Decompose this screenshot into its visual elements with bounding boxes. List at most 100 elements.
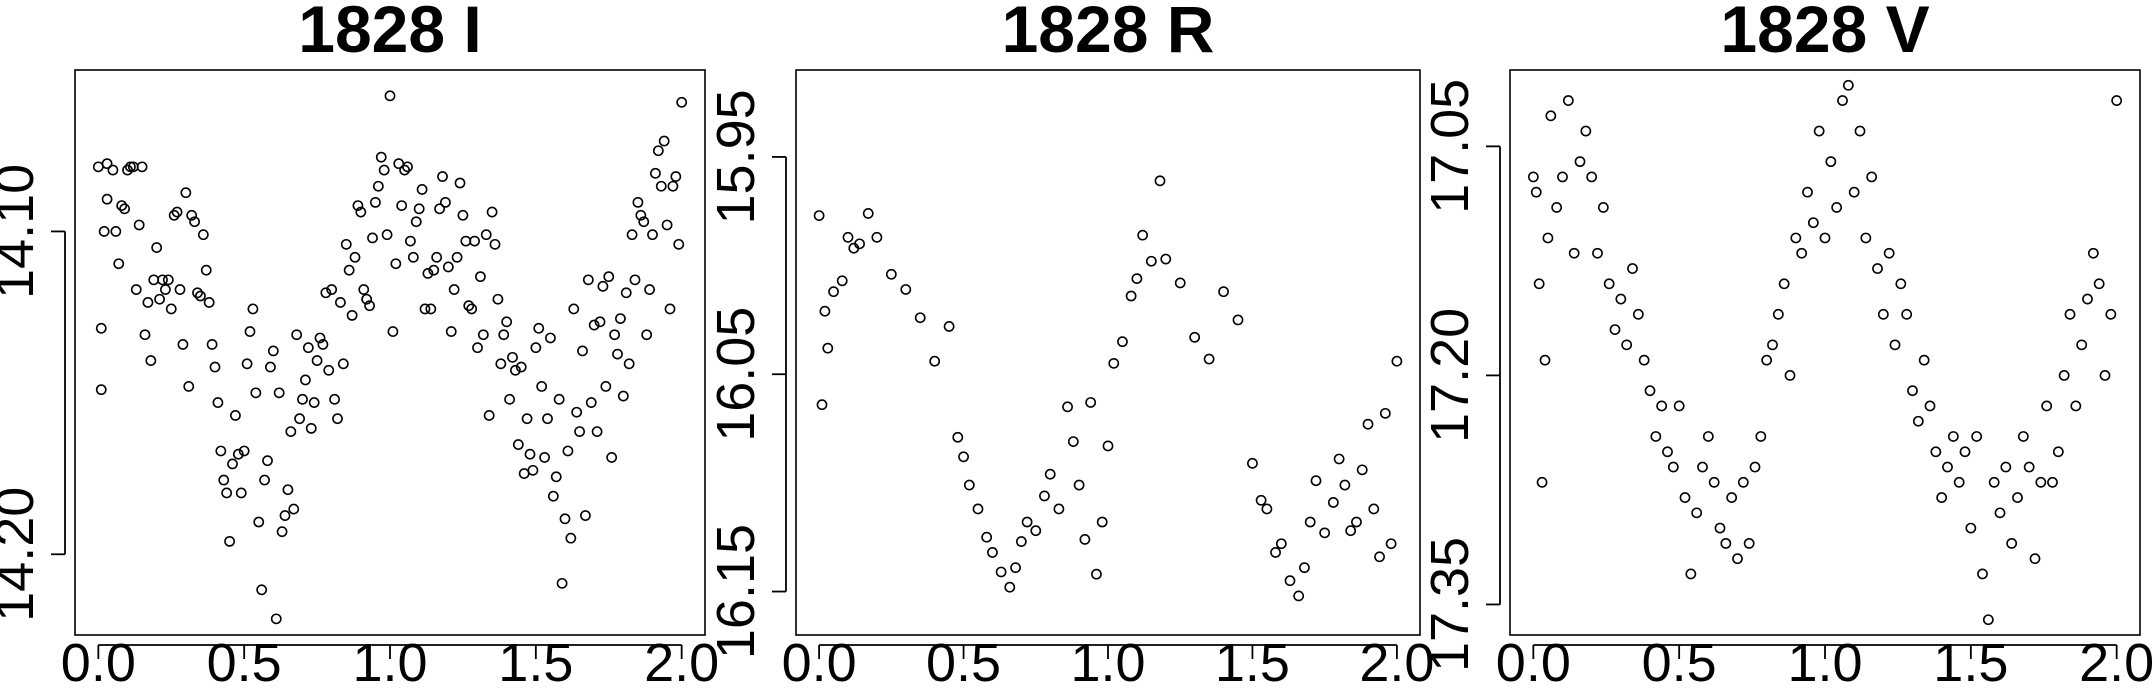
data-point [1627,263,1638,274]
data-point [1743,537,1755,549]
data-point [518,468,530,479]
data-point [340,238,352,250]
data-point [530,342,542,354]
data-point [1819,232,1831,244]
plot-frame [74,69,706,636]
data-point [1936,492,1948,503]
data-point [457,209,469,221]
data-point [469,235,480,247]
data-point [1807,217,1819,229]
data-point [451,251,463,263]
x-tick-label: 2.0 [2079,633,2154,688]
data-point [320,287,332,299]
data-point [615,313,626,324]
x-tick-label: 0.5 [1642,633,1717,688]
data-point [448,284,460,295]
data-point [2093,278,2105,290]
data-point [1638,354,1650,366]
data-point [1351,516,1362,528]
data-point [2017,431,2029,442]
data-point [1650,431,1662,442]
data-point [813,210,825,221]
data-point [1385,538,1397,550]
data-point [1091,568,1102,580]
data-point [317,339,329,350]
data-point [1551,202,1563,213]
data-point [466,303,478,315]
data-point [1813,125,1825,137]
data-point [212,397,224,408]
data-point [1761,354,1773,366]
data-point [617,390,629,402]
data-point [1901,308,1913,320]
data-point [515,361,527,373]
data-point [300,374,311,386]
data-point [130,284,142,295]
data-point [349,251,361,263]
data-point [667,180,679,192]
data-point [355,206,367,218]
panel-title: 1828 I [298,0,482,66]
data-point [384,90,396,102]
data-point [507,351,518,363]
data-point [288,503,300,515]
data-point [1203,353,1215,365]
data-point [1327,497,1339,508]
data-points [1527,79,2123,626]
data-point [2006,537,2018,549]
data-points [92,90,688,625]
data-point [1275,538,1287,550]
data-point [413,203,425,215]
data-point [2111,95,2123,106]
data-point [963,479,975,491]
data-point [92,161,104,173]
data-point [1872,263,1883,274]
data-point [676,96,688,108]
data-point [929,355,941,367]
data-point [504,393,515,405]
data-point [1044,468,1056,480]
data-point [900,284,912,295]
data-point [1232,314,1244,326]
data-point [151,242,163,253]
data-point [1530,186,1542,198]
data-point [489,238,501,250]
data-point [981,531,993,543]
data-point [1597,202,1609,213]
plot-frame [1509,69,2141,636]
data-point [1772,308,1784,320]
data-point [580,510,591,521]
data-point [95,384,107,396]
data-point [545,332,556,344]
x-tick-label: 1.5 [1933,633,2008,688]
data-point [1615,293,1627,305]
data-points [813,175,1403,602]
data-point [565,532,577,544]
data-point [1947,431,1959,442]
data-point [437,171,448,182]
data-point [1562,95,1574,106]
data-point [647,229,658,241]
data-point [661,219,673,231]
data-point [291,329,303,341]
data-point [367,232,378,244]
data-point [623,358,635,370]
data-point [498,329,510,341]
data-point [1592,247,1603,259]
x-tick-label: 1.5 [1215,633,1290,688]
data-point [1842,79,1854,91]
data-point [1726,492,1738,503]
data-point [571,406,583,418]
data-point [635,209,647,221]
data-point [1117,336,1128,348]
data-point [673,238,685,250]
data-point [2052,446,2064,458]
data-point [483,410,495,421]
data-point [480,229,492,241]
data-point [133,219,145,231]
data-point [370,196,381,208]
x-tick-label: 0.0 [782,633,857,688]
data-point [1662,446,1673,458]
data-point [1067,436,1079,447]
